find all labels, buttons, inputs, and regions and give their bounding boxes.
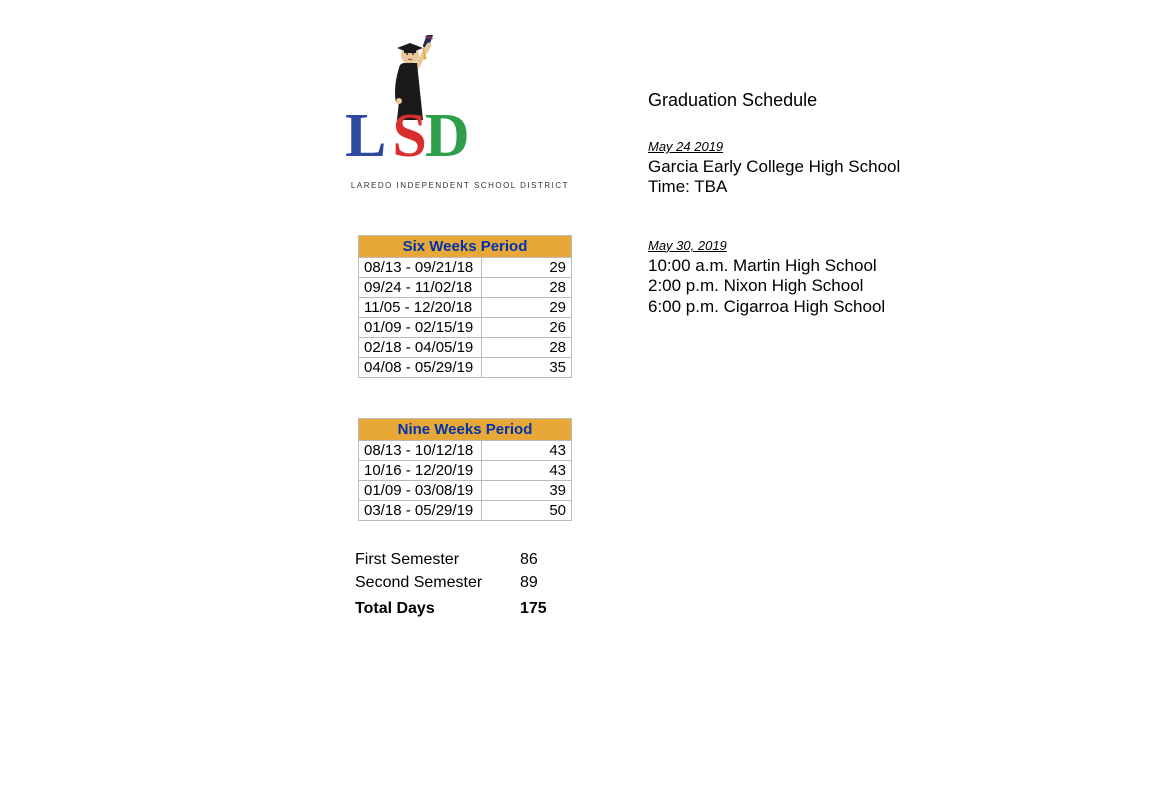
right-column: Graduation Schedule May 24 2019 Garcia Ea… <box>648 90 998 357</box>
nine-weeks-header: Nine Weeks Period <box>358 418 572 441</box>
table-row: 09/24 - 11/02/1828 <box>358 278 572 298</box>
summary-value: 175 <box>520 600 547 618</box>
date-range: 08/13 - 09/21/18 <box>359 258 482 277</box>
logo-letter-l: L <box>345 102 384 170</box>
date-range: 02/18 - 04/05/19 <box>359 338 482 357</box>
summary-label: Second Semester <box>355 574 520 592</box>
date-range: 11/05 - 12/20/18 <box>359 298 482 317</box>
table-row: 01/09 - 02/15/1926 <box>358 318 572 338</box>
summary-first-semester: First Semester 86 <box>355 551 605 569</box>
six-weeks-header: Six Weeks Period <box>358 235 572 258</box>
date-range: 10/16 - 12/20/19 <box>359 461 482 480</box>
left-column: LSD LAREDO INDEPENDENT SCHOOL DISTRICT S… <box>345 35 605 623</box>
table-row: 08/13 - 09/21/1829 <box>358 258 572 278</box>
graduation-line: Garcia Early College High School <box>648 157 998 177</box>
days-value: 28 <box>482 278 571 297</box>
table-row: 08/13 - 10/12/1843 <box>358 441 572 461</box>
table-row: 03/18 - 05/29/1950 <box>358 501 572 521</box>
days-value: 29 <box>482 258 571 277</box>
date-range: 09/24 - 11/02/18 <box>359 278 482 297</box>
table-row: 04/08 - 05/29/1935 <box>358 358 572 378</box>
days-value: 28 <box>482 338 571 357</box>
date-range: 03/18 - 05/29/19 <box>359 501 482 520</box>
summary-second-semester: Second Semester 89 <box>355 574 605 592</box>
graduation-date: May 24 2019 <box>648 139 998 154</box>
graduation-date: May 30, 2019 <box>648 238 998 253</box>
nine-weeks-table: Nine Weeks Period 08/13 - 10/12/184310/1… <box>358 418 572 521</box>
logo-letter-s: S <box>392 102 424 170</box>
date-range: 01/09 - 02/15/19 <box>359 318 482 337</box>
table-row: 02/18 - 04/05/1928 <box>358 338 572 358</box>
summary-value: 89 <box>520 574 538 592</box>
summary-total-days: Total Days 175 <box>355 600 605 618</box>
days-value: 35 <box>482 358 571 377</box>
graduation-line: 10:00 a.m. Martin High School <box>648 256 998 276</box>
summary-label: First Semester <box>355 551 520 569</box>
days-value: 26 <box>482 318 571 337</box>
table-row: 10/16 - 12/20/1943 <box>358 461 572 481</box>
summary-label: Total Days <box>355 600 520 618</box>
six-weeks-table: Six Weeks Period 08/13 - 09/21/182909/24… <box>358 235 572 378</box>
logo-text: LSD <box>345 101 468 172</box>
summary-value: 86 <box>520 551 538 569</box>
graduation-event: May 30, 2019 10:00 a.m. Martin High Schoo… <box>648 238 998 317</box>
table-row: 11/05 - 12/20/1829 <box>358 298 572 318</box>
days-value: 39 <box>482 481 571 500</box>
graduation-line: 2:00 p.m. Nixon High School <box>648 276 998 296</box>
graduation-event: May 24 2019 Garcia Early College High Sch… <box>648 139 998 198</box>
graduation-line: Time: TBA <box>648 177 998 197</box>
logo: LSD LAREDO INDEPENDENT SCHOOL DISTRICT <box>345 35 570 190</box>
days-value: 50 <box>482 501 571 520</box>
table-row: 01/09 - 03/08/1939 <box>358 481 572 501</box>
date-range: 01/09 - 03/08/19 <box>359 481 482 500</box>
date-range: 04/08 - 05/29/19 <box>359 358 482 377</box>
logo-letter-d: D <box>425 102 468 170</box>
logo-subtitle: LAREDO INDEPENDENT SCHOOL DISTRICT <box>345 181 575 190</box>
days-value: 43 <box>482 461 571 480</box>
date-range: 08/13 - 10/12/18 <box>359 441 482 460</box>
graduation-line: 6:00 p.m. Cigarroa High School <box>648 297 998 317</box>
summary: First Semester 86 Second Semester 89 Tot… <box>355 551 605 618</box>
graduation-title: Graduation Schedule <box>648 90 998 111</box>
days-value: 29 <box>482 298 571 317</box>
days-value: 43 <box>482 441 571 460</box>
